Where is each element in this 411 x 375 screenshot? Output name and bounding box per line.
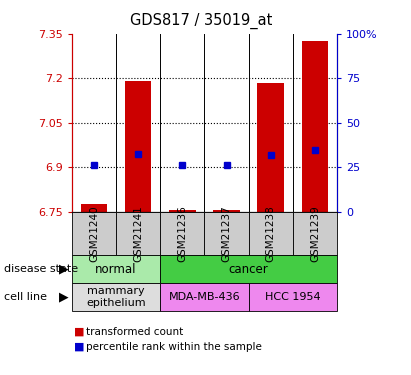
Bar [302, 41, 328, 212]
Bar [213, 210, 240, 212]
Text: cancer: cancer [229, 262, 268, 276]
Bar [81, 204, 107, 212]
Text: cell line: cell line [4, 292, 47, 302]
Text: GSM21240: GSM21240 [89, 205, 99, 262]
Text: GSM21241: GSM21241 [133, 205, 143, 262]
Text: GSM21237: GSM21237 [222, 205, 231, 262]
Text: mammary
epithelium: mammary epithelium [86, 286, 146, 308]
Bar [125, 81, 151, 212]
Text: GSM21236: GSM21236 [178, 205, 187, 262]
Text: GSM21239: GSM21239 [310, 205, 320, 262]
Text: MDA-MB-436: MDA-MB-436 [169, 292, 240, 302]
Text: ▶: ▶ [59, 291, 69, 304]
Bar [258, 83, 284, 212]
Text: ■: ■ [74, 342, 85, 352]
Text: ▶: ▶ [59, 262, 69, 276]
Text: GSM21238: GSM21238 [266, 205, 276, 262]
Text: ■: ■ [74, 327, 85, 337]
Text: transformed count: transformed count [86, 327, 184, 337]
Bar [169, 210, 196, 212]
Text: HCC 1954: HCC 1954 [265, 292, 321, 302]
Text: disease state: disease state [4, 264, 78, 274]
Text: GDS817 / 35019_at: GDS817 / 35019_at [130, 13, 272, 29]
Text: normal: normal [95, 262, 137, 276]
Text: percentile rank within the sample: percentile rank within the sample [86, 342, 262, 352]
